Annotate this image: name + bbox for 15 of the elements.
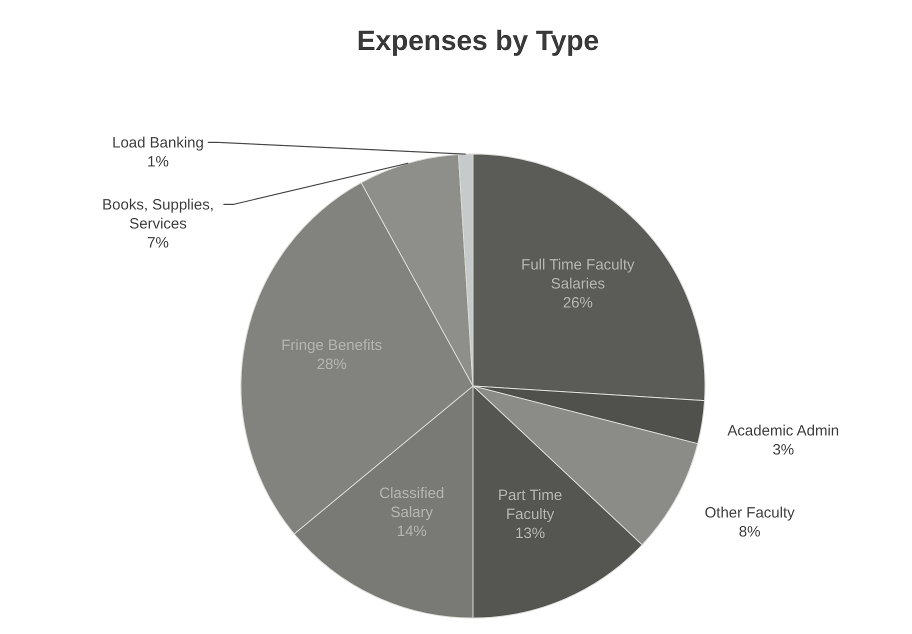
- slice-label: Part Time Faculty: [498, 487, 562, 524]
- slice-label: Full Time Faculty Salaries: [521, 256, 636, 293]
- slice-label: Books, Supplies, Services: [102, 196, 214, 232]
- slice-label: Load Banking: [112, 134, 204, 152]
- data-label: 26%: [562, 294, 593, 312]
- slice-label: Classified Salary: [379, 485, 444, 522]
- slice-label: Academic Admin: [727, 422, 840, 440]
- data-label: 13%: [515, 525, 546, 542]
- data-label: 1%: [147, 153, 169, 170]
- data-label: 3%: [772, 441, 794, 458]
- data-label: 8%: [738, 523, 760, 540]
- data-label: 7%: [147, 234, 169, 252]
- chart-title: Expenses by Type: [356, 25, 600, 56]
- data-label: 14%: [396, 523, 427, 540]
- slice-label: Other Faculty: [704, 504, 796, 522]
